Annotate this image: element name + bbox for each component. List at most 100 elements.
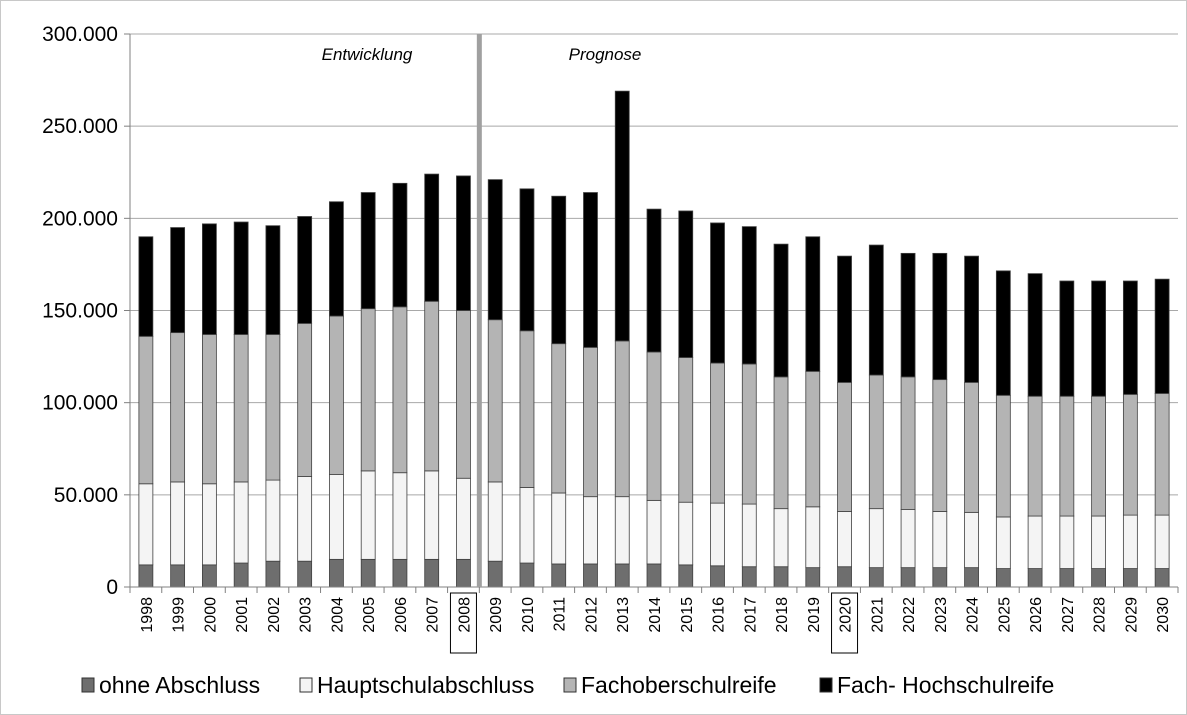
- bar-segment: [741, 363, 757, 505]
- bar-segment: [424, 300, 440, 472]
- bar-segment: [202, 564, 217, 588]
- bar-segment: [583, 346, 598, 498]
- bar-segment: [519, 188, 535, 332]
- bar-segment: [138, 236, 154, 337]
- bar-segment: [297, 323, 313, 477]
- bar-segment: [424, 558, 440, 588]
- x-tick-label: 2030: [1155, 597, 1172, 633]
- bar-segment: [1154, 568, 1170, 588]
- bar-segment: [900, 252, 916, 378]
- bar-segment: [741, 503, 757, 568]
- x-tick-label: 2027: [1060, 597, 1077, 633]
- bar-segment: [837, 255, 852, 383]
- bar-segment: [233, 221, 249, 335]
- x-tick-label: 2019: [806, 597, 823, 633]
- bar-segment: [995, 270, 1011, 396]
- bar-segment: [932, 511, 948, 569]
- x-tick-label: 2025: [996, 597, 1013, 633]
- bar-segment: [964, 511, 979, 569]
- bar-segment: [360, 308, 376, 472]
- bar-segment: [1122, 280, 1138, 395]
- bar-segment: [297, 475, 313, 562]
- x-tick-label: 2012: [583, 597, 600, 633]
- x-tick-label: 2011: [552, 597, 569, 632]
- x-tick-label: 2001: [234, 597, 251, 633]
- bar-segment: [487, 319, 503, 483]
- bar-segment: [837, 381, 852, 512]
- bar-segment: [805, 370, 821, 508]
- bar-segment: [233, 481, 249, 564]
- bar-segment: [1122, 568, 1138, 588]
- bar-segment: [202, 334, 217, 485]
- x-tick-label: 2028: [1092, 597, 1109, 633]
- x-tick-label: 2004: [329, 597, 346, 633]
- x-tick-label: 2021: [869, 597, 886, 633]
- legend-swatch: [299, 677, 313, 693]
- bar-segment: [392, 558, 408, 588]
- bar-segment: [329, 558, 344, 588]
- bar-segment: [837, 511, 852, 568]
- bar-segment: [805, 506, 821, 569]
- x-tick-label: 2007: [425, 597, 442, 633]
- bar-segment: [392, 306, 408, 474]
- bar-segment: [1154, 393, 1170, 516]
- bar-segment: [233, 562, 249, 588]
- legend-label: ohne Abschluss: [99, 672, 260, 698]
- bar-segment: [773, 376, 789, 510]
- bar-segment: [995, 516, 1011, 569]
- bar-segment: [551, 492, 567, 565]
- x-tick-label: 2008: [456, 597, 473, 633]
- bar-segment: [773, 508, 789, 568]
- bar-segment: [710, 502, 725, 567]
- bar-segment: [202, 483, 217, 566]
- bar-segment: [710, 222, 725, 364]
- bar-segment: [551, 195, 567, 345]
- bar-segment: [392, 182, 408, 308]
- bars: [138, 90, 1170, 588]
- bar-segment: [1027, 273, 1043, 397]
- bar-segment: [932, 252, 948, 381]
- bar-segment: [1091, 515, 1106, 569]
- bar-segment: [1059, 280, 1075, 397]
- bar-segment: [964, 381, 979, 513]
- legend-swatch: [81, 677, 95, 693]
- x-tick-label: 2017: [742, 597, 759, 633]
- bar-segment: [424, 470, 440, 560]
- bar-segment: [1027, 515, 1043, 569]
- bar-segment: [614, 496, 630, 565]
- bar-segment: [710, 362, 725, 504]
- x-tick-label: 2023: [933, 597, 950, 633]
- bar-segment: [519, 562, 535, 588]
- bar-segment: [614, 340, 630, 498]
- bar-segment: [837, 566, 852, 588]
- x-tick-label: 2016: [711, 597, 728, 633]
- x-tick-label: 2002: [266, 597, 283, 633]
- x-tick-label: 1998: [139, 597, 156, 633]
- bar-segment: [868, 508, 884, 569]
- bar-segment: [710, 565, 725, 588]
- bar-segment: [1091, 395, 1106, 517]
- bar-segment: [297, 560, 313, 588]
- bar-segment: [995, 568, 1011, 588]
- bar-segment: [1122, 393, 1138, 516]
- bar-segment: [202, 223, 217, 335]
- bar-segment: [583, 192, 598, 348]
- x-tick-label: 2024: [965, 597, 982, 633]
- bar-segment: [900, 376, 916, 510]
- x-tick-label: 1999: [171, 597, 188, 633]
- bar-segment: [265, 479, 281, 562]
- bar-segment: [265, 225, 281, 335]
- bar-segment: [678, 564, 694, 588]
- legend-swatch: [819, 677, 833, 693]
- x-tick-label: 2022: [901, 597, 918, 633]
- bar-segment: [1091, 568, 1106, 588]
- bar-segment: [392, 472, 408, 560]
- legend-swatch: [563, 677, 577, 693]
- bar-segment: [360, 558, 376, 588]
- bar-segment: [868, 567, 884, 588]
- x-tick-label: 2015: [679, 597, 696, 633]
- x-axis: 1998 1999 2000 2001 2002 2003 2004 2005 2006 2007…: [129, 587, 1179, 654]
- bar-segment: [1122, 514, 1138, 569]
- x-tick-label: 2018: [774, 597, 791, 633]
